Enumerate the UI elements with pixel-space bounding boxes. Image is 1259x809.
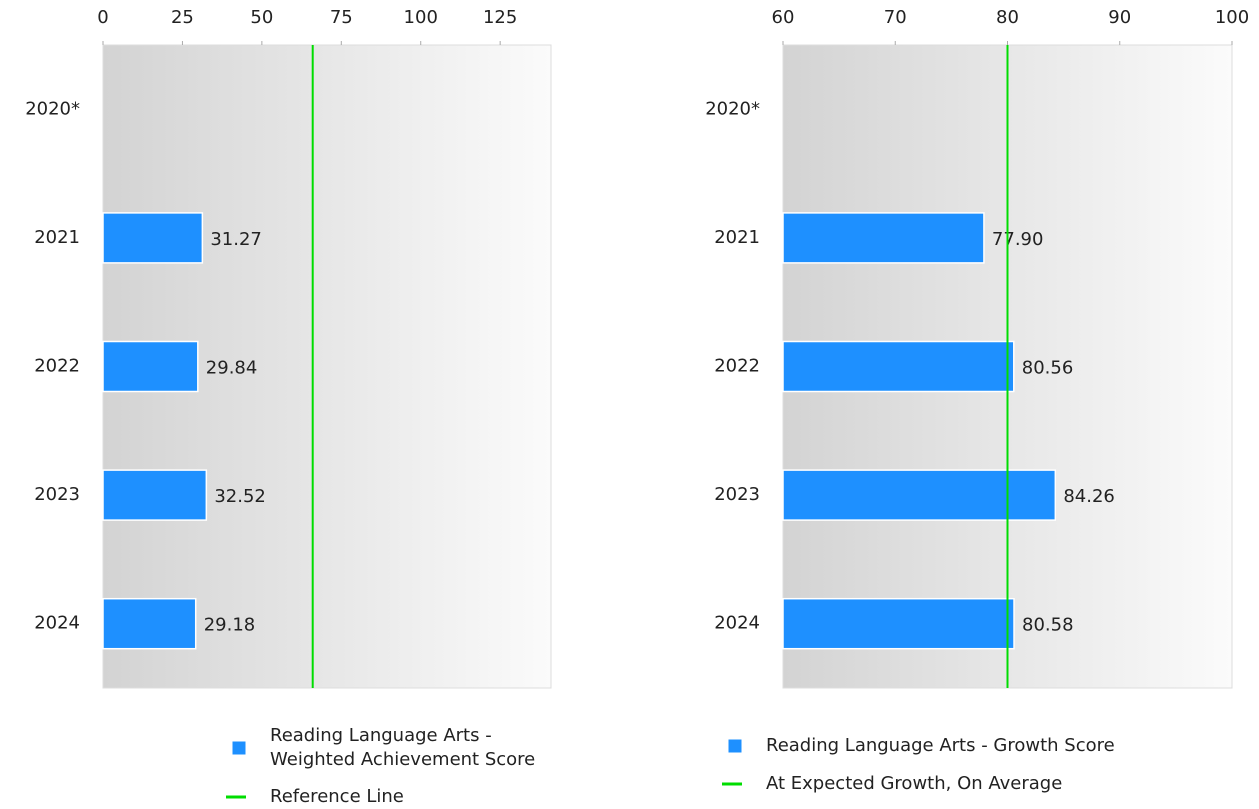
bar [102, 212, 204, 264]
bar [102, 597, 197, 650]
legend-line: Weighted Achievement Score [270, 749, 535, 770]
data-label: 84.26 [1063, 486, 1115, 507]
y-tick-label: 2020* [705, 98, 760, 119]
data-label: 29.18 [204, 615, 256, 636]
data-label: 80.58 [1022, 615, 1074, 636]
legend-label: At Expected Growth, On Average [766, 773, 1062, 794]
x-tick-label: 60 [772, 7, 795, 28]
y-tick-label: 2024 [714, 613, 760, 634]
x-tick-label: 25 [171, 7, 194, 28]
y-tick-label: 2022 [714, 356, 760, 377]
bar [782, 340, 1015, 393]
bar [102, 469, 208, 521]
y-tick-label: 2020* [25, 98, 80, 119]
legend-label: Reading Language Arts - Growth Score [766, 735, 1115, 756]
x-tick-label: 0 [97, 7, 108, 28]
y-tick-label: 2023 [34, 484, 80, 505]
data-label: 31.27 [210, 229, 262, 250]
bar [782, 597, 1015, 650]
legend-label: Reference Line [270, 786, 404, 807]
x-tick-label: 80 [996, 7, 1019, 28]
x-tick-label: 125 [483, 7, 517, 28]
data-label: 32.52 [214, 486, 266, 507]
legend-swatch [231, 740, 247, 756]
x-tick-label: 70 [884, 7, 907, 28]
bar [102, 340, 199, 393]
data-label: 77.90 [992, 229, 1044, 250]
y-tick-label: 2023 [714, 484, 760, 505]
x-tick-label: 100 [1215, 7, 1249, 28]
x-tick-label: 50 [250, 7, 273, 28]
bar [782, 469, 1057, 521]
y-tick-label: 2021 [714, 227, 760, 248]
data-label: 80.56 [1022, 358, 1074, 379]
y-tick-label: 2022 [34, 356, 80, 377]
data-label: 29.84 [206, 358, 258, 379]
x-tick-label: 75 [330, 7, 353, 28]
y-tick-label: 2021 [34, 227, 80, 248]
legend-label: Reading Language Arts - Weighted Achievem… [270, 725, 535, 770]
y-tick-label: 2024 [34, 613, 80, 634]
legend-swatch [727, 738, 743, 754]
legend-line: Reading Language Arts - [270, 725, 492, 746]
bar [782, 212, 985, 264]
x-tick-label: 100 [404, 7, 438, 28]
x-tick-label: 90 [1108, 7, 1131, 28]
